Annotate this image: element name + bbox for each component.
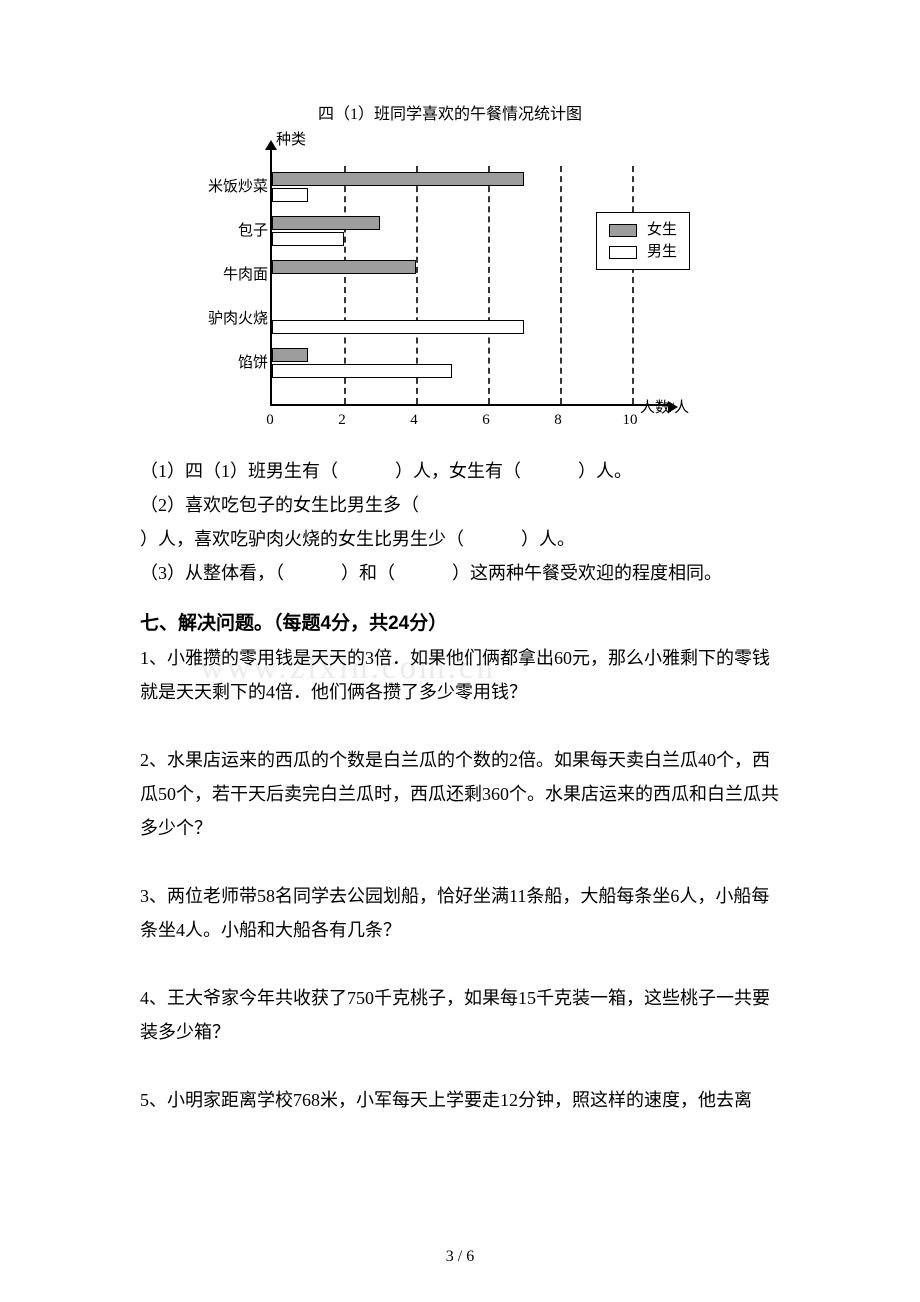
page-footer: 3 / 6 [0, 1248, 920, 1266]
category-label: 馅饼 [208, 351, 268, 372]
subq-3: （3）从整体看，（ ）和（ ）这两种午餐受欢迎的程度相同。 [140, 556, 780, 590]
bar-chart: 种类 米饭炒菜包子牛肉面驴肉火烧馅饼 人数/人 女生 男生 0246810 [200, 132, 720, 432]
x-tick: 8 [554, 412, 562, 429]
bar-girls [272, 348, 308, 362]
category-label: 驴肉火烧 [208, 307, 268, 328]
subq-1: （1）四（1）班男生有（ ）人，女生有（ ）人。 [140, 454, 780, 488]
bar-girls [272, 216, 380, 230]
x-tick: 6 [482, 412, 490, 429]
legend-girls: 女生 [609, 219, 677, 241]
section-heading: 七、解决问题。（每题4分，共24分） [140, 608, 780, 635]
category-label: 包子 [208, 219, 268, 240]
swatch-girls [609, 224, 637, 237]
legend-boys: 男生 [609, 241, 677, 263]
chart-legend: 女生 男生 [596, 212, 690, 270]
bar-girls [272, 260, 416, 274]
x-tick: 4 [410, 412, 418, 429]
bar-boys [272, 188, 308, 202]
problem-2: 2、水果店运来的西瓜的个数是白兰瓜的个数的2倍。如果每天卖白兰瓜40个，西瓜50… [140, 743, 780, 845]
gridline [488, 166, 490, 404]
gridline [560, 166, 562, 404]
category-label: 米饭炒菜 [208, 175, 268, 196]
chart-title: 四（1）班同学喜欢的午餐情况统计图 [260, 100, 640, 124]
text: ）人，喜欢吃驴肉火烧的女生比男生少（ [140, 529, 464, 549]
text: （1）四（1）班男生有（ [140, 461, 338, 481]
problem-1: 1、小雅攒的零用钱是天天的3倍．如果他们俩都拿出60元，那么小雅剩下的零钱就是天… [140, 641, 780, 709]
bar-girls [272, 172, 524, 186]
problem-4: 4、王大爷家今年共收获了750千克桃子，如果每15千克装一箱，这些桃子一共要装多… [140, 981, 780, 1049]
legend-girls-label: 女生 [647, 219, 677, 241]
bar-boys [272, 320, 524, 334]
text: ）人。 [521, 529, 575, 549]
legend-boys-label: 男生 [647, 241, 677, 263]
word-problems: 1、小雅攒的零用钱是天天的3倍．如果他们俩都拿出60元，那么小雅剩下的零钱就是天… [140, 641, 780, 1117]
x-tick: 10 [623, 412, 638, 429]
subq-2a: （2）喜欢吃包子的女生比男生多（ [140, 488, 780, 522]
problem-3: 3、两位老师带58名同学去公园划船，恰好坐满11条船，大船每条坐6人，小船每条坐… [140, 879, 780, 947]
x-tick: 2 [338, 412, 346, 429]
bar-boys [272, 232, 344, 246]
x-axis-label: 人数/人 [640, 396, 689, 417]
text: ）人，女生有（ [395, 461, 521, 481]
gridline [632, 166, 634, 404]
text: ）人。 [578, 461, 632, 481]
subq-2b: ）人，喜欢吃驴肉火烧的女生比男生少（ ）人。 [140, 522, 780, 556]
text: ）和（ [341, 563, 395, 583]
swatch-boys [609, 246, 637, 259]
subquestions: （1）四（1）班男生有（ ）人，女生有（ ）人。 （2）喜欢吃包子的女生比男生多… [140, 454, 780, 590]
text: （2）喜欢吃包子的女生比男生多（ [140, 495, 419, 515]
category-label: 牛肉面 [208, 263, 268, 284]
text: （3）从整体看，（ [140, 563, 284, 583]
problem-5: 5、小明家距离学校768米，小军每天上学要走12分钟，照这样的速度，他去离 [140, 1083, 780, 1117]
text: ）这两种午餐受欢迎的程度相同。 [452, 563, 722, 583]
x-tick: 0 [266, 412, 274, 429]
bar-boys [272, 364, 452, 378]
